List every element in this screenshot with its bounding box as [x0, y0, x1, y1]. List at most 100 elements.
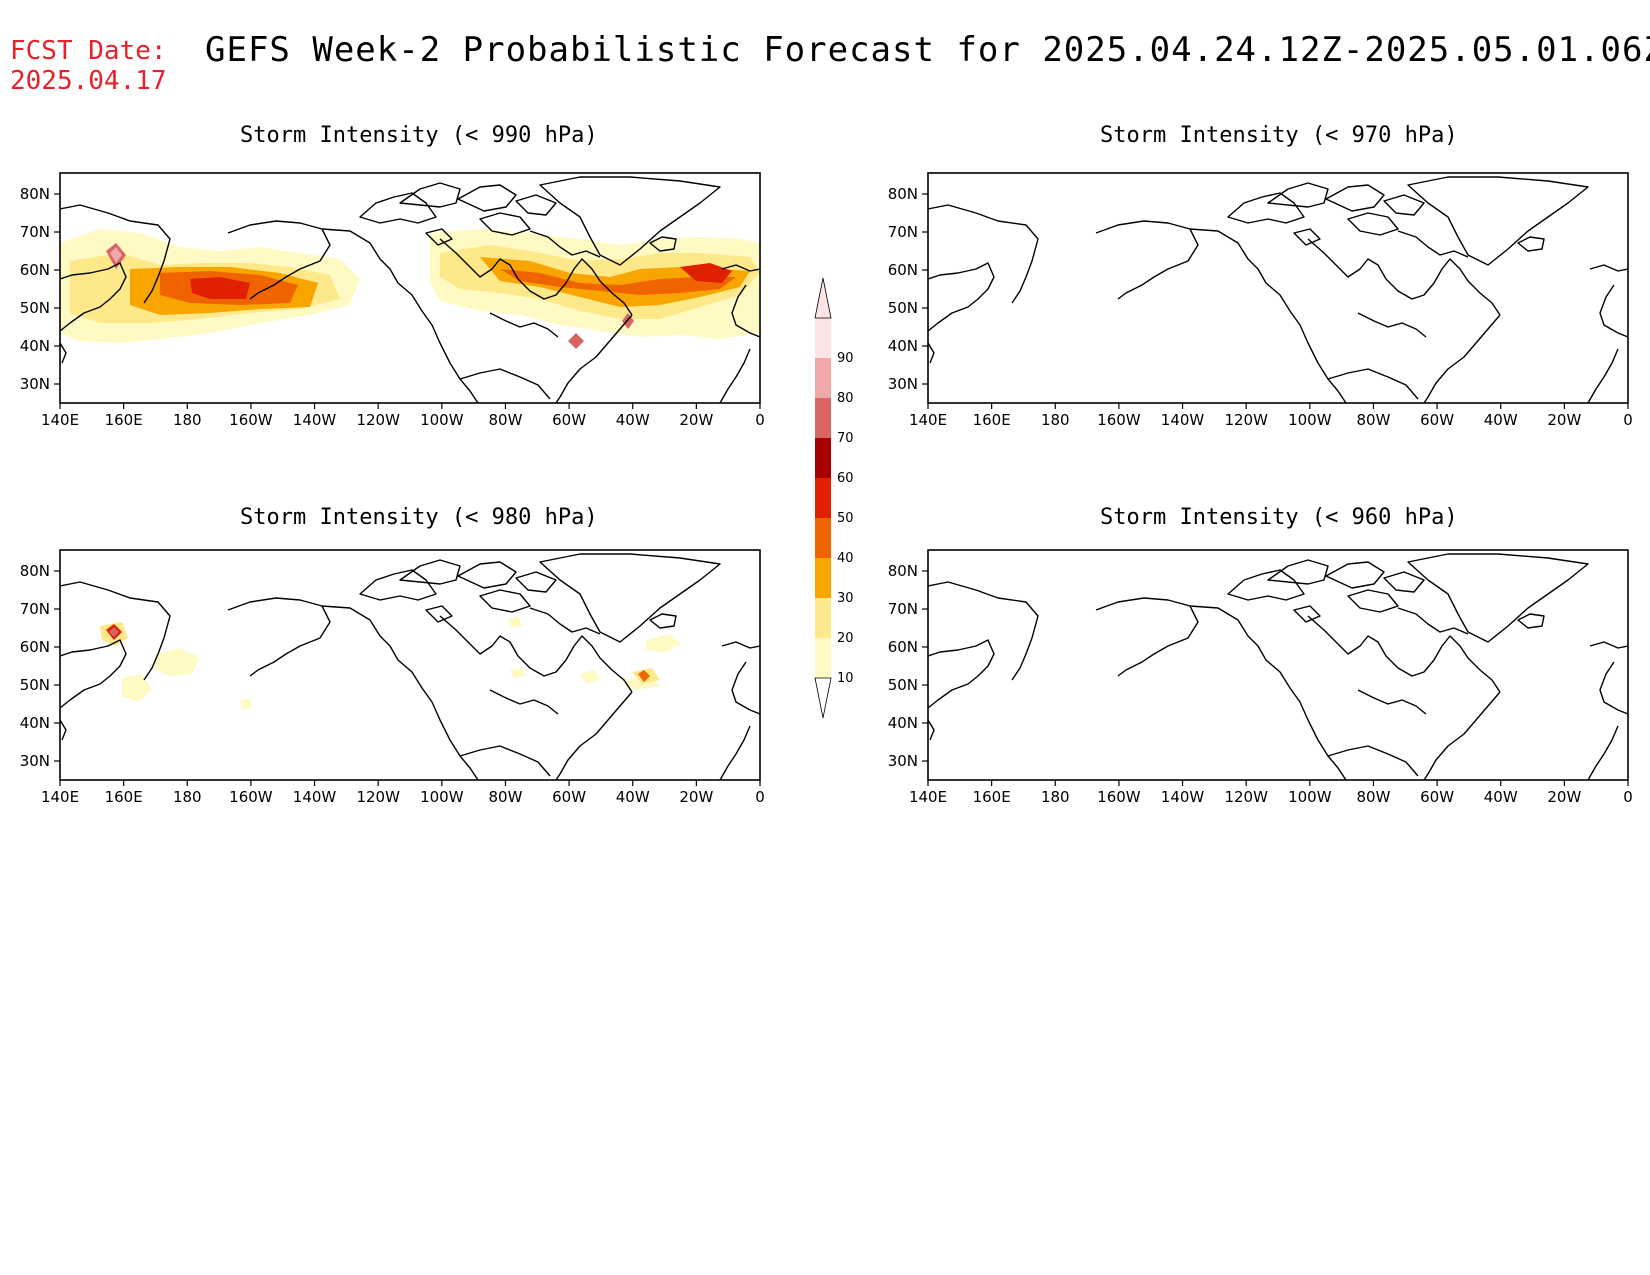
probability-contour	[154, 648, 200, 676]
colorbar-label: 20	[837, 631, 854, 646]
probability-contour	[480, 257, 750, 307]
probability-contour	[638, 670, 650, 682]
map-frame	[927, 172, 1629, 404]
map-panel-p970: 80N 70N 60N 50N 40N 30N 140E 160E 180 160W 140W 120…	[888, 172, 1633, 429]
colorbar-label: 40	[837, 551, 854, 566]
lon-tick-label: 0	[755, 411, 765, 429]
lon-tick-label: 160W	[229, 411, 273, 429]
colorbar-label: 10	[837, 671, 854, 686]
lat-tick-label: 70N	[20, 600, 50, 618]
lat-tick-label: 80N	[20, 562, 50, 580]
lon-tick-label: 140W	[1161, 788, 1205, 806]
panel-title-960: Storm Intensity (< 960 hPa)	[1100, 505, 1458, 530]
lat-tick-label: 80N	[888, 185, 918, 203]
probability-contour	[646, 634, 682, 652]
lat-tick-label: 50N	[20, 676, 50, 694]
lon-tick-label: 80W	[1356, 411, 1390, 429]
colorbar-label: 90	[837, 351, 854, 366]
lon-tick-label: 180	[173, 788, 202, 806]
lon-tick-label: 160W	[229, 788, 273, 806]
lon-tick-label: 0	[755, 788, 765, 806]
colorbar-bottom-arrow	[814, 677, 832, 719]
probability-contour	[109, 627, 119, 637]
lon-tick-label: 140W	[293, 411, 337, 429]
lat-tick-label: 40N	[888, 337, 918, 355]
lon-tick-label: 140E	[909, 411, 947, 429]
lon-tick-label: 160E	[973, 411, 1011, 429]
probability-contour	[580, 670, 600, 684]
panel-title-980: Storm Intensity (< 980 hPa)	[240, 505, 598, 530]
lon-tick-label: 80W	[488, 411, 522, 429]
lon-tick-label: 0	[1623, 788, 1633, 806]
lon-tick-label: 140E	[909, 788, 947, 806]
lon-tick-label: 160E	[973, 788, 1011, 806]
lat-tick-label: 50N	[888, 299, 918, 317]
map-panel-p980: 80N 70N 60N 50N 40N 30N 140E 160E 180 160W 140W 120…	[20, 549, 765, 806]
map-panels-layer: 80N 70N 60N 50N 40N 30N 140E 160E 180 160W 140W 120…	[20, 172, 1633, 806]
coastline	[928, 176, 1628, 403]
coastline	[928, 553, 1628, 780]
lon-tick-label: 60W	[1420, 788, 1454, 806]
colorbar-label: 60	[837, 471, 854, 486]
probability-contour	[510, 668, 526, 678]
lon-tick-label: 160W	[1097, 411, 1141, 429]
colorbar-segment	[815, 638, 831, 678]
lat-tick-label: 30N	[888, 375, 918, 393]
lon-tick-label: 160W	[1097, 788, 1141, 806]
colorbar-segment	[815, 558, 831, 598]
probability-contour	[122, 674, 152, 702]
map-frame	[59, 172, 761, 404]
probability-contour	[500, 269, 736, 295]
forecast-date-label: FCST Date: 2025.04.17	[10, 36, 167, 96]
colorbar-segment	[815, 478, 831, 518]
lat-tick-label: 80N	[20, 185, 50, 203]
map-frame	[927, 549, 1629, 781]
lon-tick-label: 180	[1041, 411, 1070, 429]
probability-contour	[240, 698, 252, 710]
lat-tick-label: 40N	[888, 714, 918, 732]
probability-contour	[110, 247, 122, 263]
lon-tick-label: 120W	[356, 788, 400, 806]
lon-tick-label: 20W	[1547, 788, 1581, 806]
colorbar-segment	[815, 398, 831, 438]
colorbar: 10 20 30 40 50 60 70 80 90	[814, 277, 854, 719]
lat-tick-label: 60N	[20, 638, 50, 656]
lon-tick-label: 60W	[552, 411, 586, 429]
lon-tick-label: 0	[1623, 411, 1633, 429]
lon-tick-label: 160E	[105, 788, 143, 806]
lat-tick-label: 50N	[20, 299, 50, 317]
panel-title-990: Storm Intensity (< 990 hPa)	[240, 123, 598, 148]
lon-tick-label: 120W	[356, 411, 400, 429]
probability-shading	[100, 616, 682, 710]
lon-tick-label: 180	[173, 411, 202, 429]
lon-tick-label: 40W	[1484, 411, 1518, 429]
lat-tick-label: 40N	[20, 714, 50, 732]
lon-tick-label: 80W	[1356, 788, 1390, 806]
probability-contour	[568, 333, 584, 349]
probability-contour	[190, 277, 250, 299]
lat-tick-label: 30N	[20, 375, 50, 393]
lon-tick-label: 60W	[552, 788, 586, 806]
map-frame	[59, 549, 761, 781]
lat-tick-label: 80N	[888, 562, 918, 580]
lon-tick-label: 80W	[488, 788, 522, 806]
lon-tick-label: 40W	[616, 411, 650, 429]
lat-tick-label: 60N	[888, 261, 918, 279]
lon-tick-label: 60W	[1420, 411, 1454, 429]
lon-tick-label: 140E	[41, 411, 79, 429]
lon-tick-label: 100W	[420, 411, 464, 429]
colorbar-label: 80	[837, 391, 854, 406]
lon-tick-label: 120W	[1224, 411, 1268, 429]
lon-tick-label: 40W	[1484, 788, 1518, 806]
lat-tick-label: 70N	[888, 600, 918, 618]
colorbar-label: 70	[837, 431, 854, 446]
lat-tick-label: 70N	[20, 223, 50, 241]
colorbar-segment	[815, 598, 831, 638]
colorbar-top-arrow	[814, 277, 832, 319]
colorbar-segment	[815, 358, 831, 398]
fcst-date-caption: FCST Date:	[10, 36, 167, 66]
lon-tick-label: 140W	[293, 788, 337, 806]
lon-tick-label: 120W	[1224, 788, 1268, 806]
map-panel-p990: 80N 70N 60N 50N 40N 30N 140E 160E 180 160W 140W 120…	[20, 172, 765, 429]
probability-contour	[680, 263, 732, 283]
